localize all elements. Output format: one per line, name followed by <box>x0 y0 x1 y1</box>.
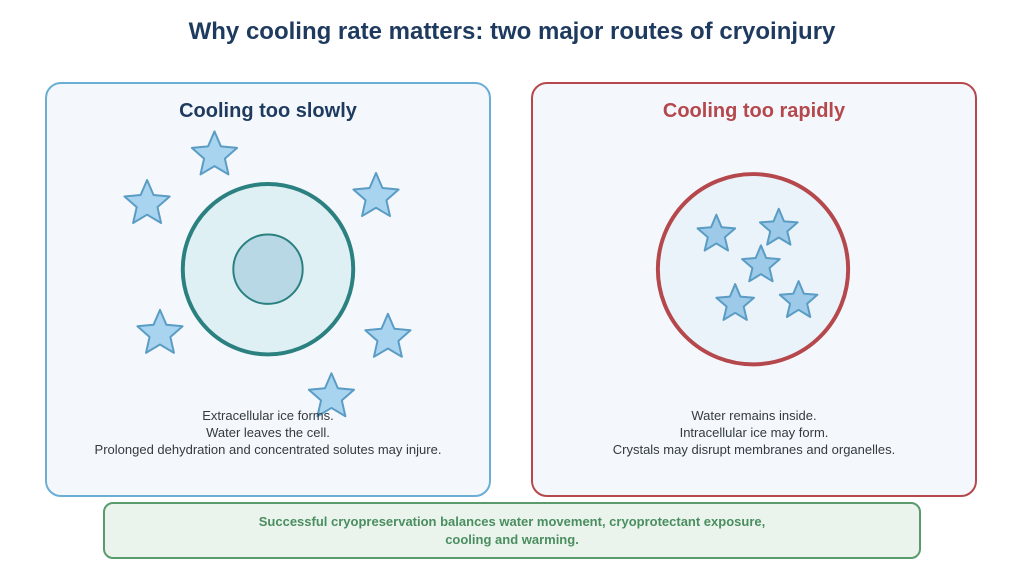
slow-cooling-description: Extracellular ice forms. Water leaves th… <box>47 407 489 458</box>
rapid-cooling-line-3: Crystals may disrupt membranes and organ… <box>612 442 896 457</box>
summary-note-line-1: Successful cryopreservation balances wat… <box>258 513 766 529</box>
rapid-cooling-description: Water remains inside. Intracellular ice … <box>533 407 975 458</box>
extracellular-ice-crystal-icon <box>364 312 412 358</box>
cell-membrane-rapid <box>655 172 851 367</box>
slow-cooling-heading: Cooling too slowly <box>179 100 357 122</box>
diagram-title: Why cooling rate matters: two major rout… <box>188 18 836 45</box>
intracellular-ice-crystal-icon <box>715 283 755 321</box>
intracellular-ice-crystal-icon <box>758 207 799 246</box>
extracellular-ice-crystal-icon <box>190 130 239 176</box>
slow-cooling-line-2: Water leaves the cell. <box>206 425 330 440</box>
rapid-cooling-line-2: Intracellular ice may form. <box>679 425 829 440</box>
extracellular-ice-crystal-icon <box>352 172 400 218</box>
rapid-cooling-heading: Cooling too rapidly <box>662 100 846 122</box>
rapid-cooling-panel: Cooling too rapidly Water remains inside… <box>531 82 977 497</box>
rapid-cooling-line-1: Water remains inside. <box>691 408 817 423</box>
intracellular-ice-crystal-icon <box>696 213 737 252</box>
intracellular-ice-crystal-icon <box>741 244 781 283</box>
intracellular-ice-crystal-icon <box>778 280 819 318</box>
slow-cooling-line-3: Prolonged dehydration and concentrated s… <box>94 442 442 457</box>
cell-nucleus <box>232 233 304 305</box>
extracellular-ice-crystal-icon <box>136 308 184 354</box>
summary-note: Successful cryopreservation balances wat… <box>103 502 921 559</box>
cell-membrane <box>180 181 356 357</box>
slow-cooling-line-1: Extracellular ice forms. <box>202 408 334 423</box>
extracellular-ice-crystal-icon <box>123 179 171 225</box>
summary-note-line-2: cooling and warming. <box>445 531 579 547</box>
slow-cooling-panel: Cooling too slowly Extracellular ice for… <box>45 82 491 497</box>
